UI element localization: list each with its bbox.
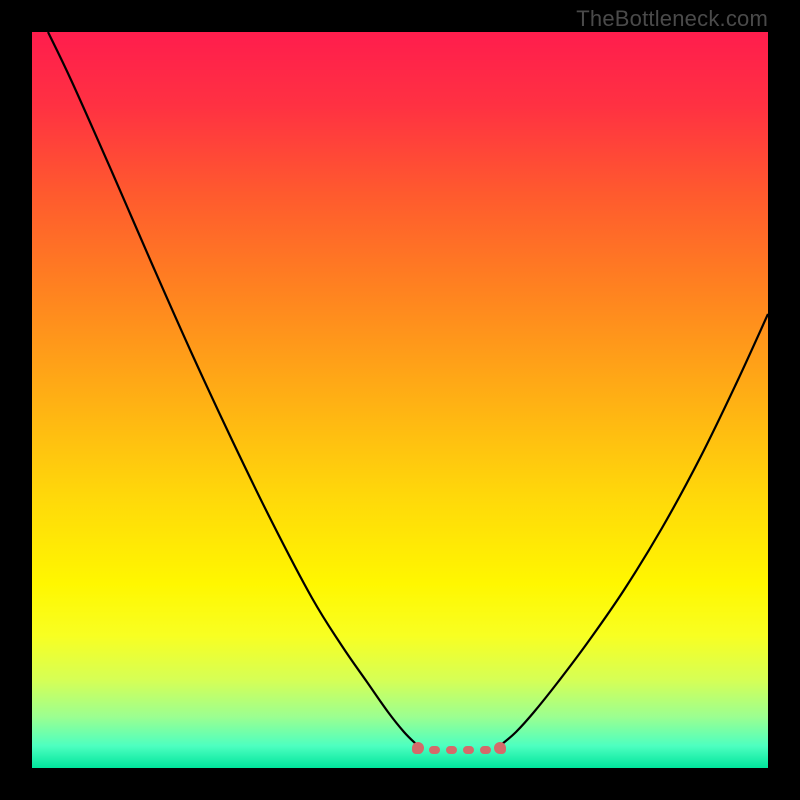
chart-frame: TheBottleneck.com xyxy=(0,0,800,800)
trough-marker-right xyxy=(494,742,506,754)
plot-area xyxy=(32,32,768,768)
bottleneck-curve xyxy=(32,32,768,768)
trough-marker-left xyxy=(412,742,424,754)
curve-right-branch xyxy=(502,314,768,744)
curve-left-branch xyxy=(48,32,416,744)
watermark-text: TheBottleneck.com xyxy=(576,6,768,32)
